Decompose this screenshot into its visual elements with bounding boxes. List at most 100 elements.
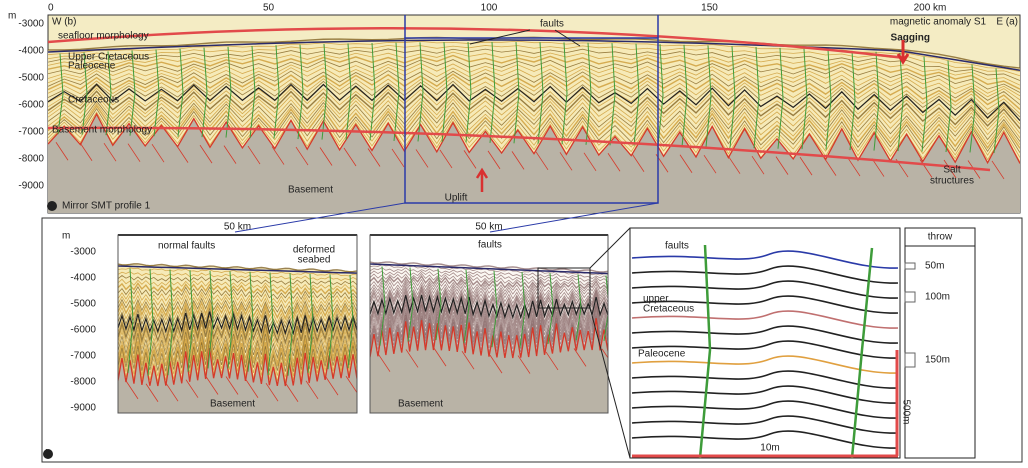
basement-fault: [325, 376, 339, 396]
fault: [187, 270, 194, 372]
fault: [513, 42, 520, 144]
basement-fault: [751, 155, 765, 175]
basement-fault: [145, 383, 159, 402]
east-label: E (a): [996, 17, 1018, 28]
basement-fault: [245, 379, 259, 398]
x-tick-label: 50: [263, 3, 275, 14]
detail-fault: [698, 244, 712, 459]
label: 10m: [760, 443, 779, 454]
basement-top: [48, 112, 1020, 165]
fault: [921, 56, 928, 152]
reflector: [370, 270, 608, 283]
label: seabed: [298, 255, 331, 266]
badge: [43, 449, 53, 459]
basement-fault: [225, 376, 239, 395]
reflector: [370, 285, 608, 305]
reflector: [118, 327, 357, 355]
y-tick-label: -5000: [70, 299, 96, 310]
basement-fault: [55, 142, 69, 161]
reflector: [48, 111, 1020, 158]
reflector: [370, 261, 608, 273]
layer: [631, 370, 899, 389]
fault: [801, 48, 808, 150]
fault: [321, 43, 328, 140]
fault: [177, 48, 184, 137]
fault: [369, 42, 376, 141]
fault: [945, 60, 952, 153]
reflector: [48, 44, 1020, 77]
badge: [47, 201, 57, 211]
y-tick-label: -8000: [18, 154, 44, 165]
y-tick-label: -8000: [70, 377, 96, 388]
reflector: [370, 315, 608, 346]
x-tick-label: 0: [48, 3, 54, 14]
basement-fault: [165, 382, 179, 402]
reflector: [48, 100, 1020, 142]
fault: [609, 43, 616, 146]
fault: [435, 268, 442, 341]
reflector: [48, 107, 1020, 153]
basement-fault: [271, 146, 285, 165]
basement-fault: [463, 150, 477, 169]
basement-fault: [223, 145, 237, 164]
reflector: [48, 80, 1020, 118]
layer: [631, 355, 899, 374]
label: Upper Cretaceous: [68, 52, 149, 63]
basement-fault: [305, 380, 319, 400]
label: Paleocene: [68, 61, 116, 72]
basement-fault: [151, 143, 165, 163]
layer: [631, 310, 899, 329]
fault: [287, 273, 294, 376]
basement-fault: [517, 355, 531, 374]
reflector: [48, 90, 1020, 130]
x-tick-label: 200 km: [914, 3, 947, 14]
throw-bracket: [904, 291, 916, 303]
fault: [201, 47, 208, 138]
basement-fault: [799, 156, 813, 176]
basement-fault: [679, 154, 693, 173]
reflector: [48, 66, 1020, 101]
throw-frame: [904, 227, 976, 459]
basement-fill: [48, 114, 1020, 213]
sub-frame: [369, 234, 609, 414]
fault: [519, 272, 526, 348]
reflector: [370, 301, 608, 329]
caption: Mirror SMT profile 1: [62, 201, 151, 212]
fault: [969, 64, 976, 153]
fault: [379, 266, 386, 346]
reflector: [118, 282, 357, 296]
basement-fault: [535, 151, 549, 171]
reflector: [370, 304, 608, 332]
fault: [345, 43, 352, 141]
fault: [127, 268, 134, 373]
basement-top: [118, 348, 357, 387]
reflector: [118, 319, 357, 346]
label: Basement: [210, 399, 255, 410]
reflector: [118, 340, 357, 372]
reflector: [48, 51, 1020, 86]
label: Cretaceous: [643, 304, 694, 315]
label: Salt: [943, 165, 960, 176]
reflector: [370, 274, 608, 290]
reflector: [118, 286, 357, 300]
y-tick-label: -6000: [70, 325, 96, 336]
fault: [267, 272, 274, 376]
highlight-box: [404, 37, 659, 204]
horizon: [48, 83, 1020, 122]
depth-unit: m: [62, 231, 70, 242]
fault: [603, 275, 608, 341]
reflector: [118, 307, 357, 330]
basement-fault: [79, 142, 93, 161]
label: Paleocene: [638, 349, 686, 360]
fault: [297, 44, 304, 140]
label: faults: [665, 241, 689, 252]
reflector: [48, 73, 1020, 110]
reflector: [118, 293, 357, 310]
zoom-box: [537, 267, 591, 309]
basement-fault: [823, 157, 837, 176]
basement-fault: [295, 146, 309, 166]
reflector: [370, 293, 608, 316]
reflector: [48, 102, 1020, 146]
basement-fault: [391, 148, 405, 168]
basement-fault: [343, 147, 357, 167]
